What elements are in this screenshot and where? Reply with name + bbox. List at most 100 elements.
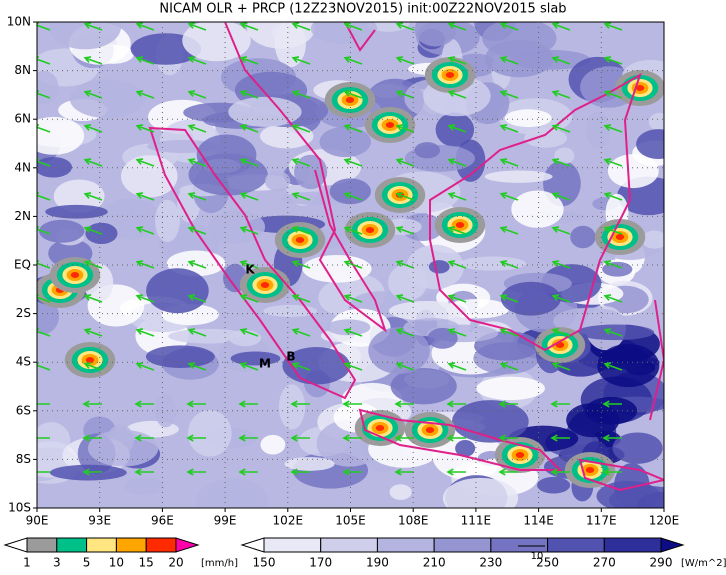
wind-arrow [604,295,623,303]
cloud [196,478,269,508]
wind-arrow-head [290,468,298,476]
wind-arrow-head [135,56,144,63]
wind-arrow-head [602,434,610,442]
wind-arrow-head [551,260,560,267]
cloud [326,319,371,336]
wind-arrow [448,227,467,235]
wind-arrow-head [37,434,38,442]
cloud [414,142,441,159]
colorbar-swatch [490,537,549,553]
colorbar-arrow [175,537,200,553]
wind-arrow [84,57,103,65]
cloud [504,109,552,128]
wind-arrow [396,363,415,371]
wind-arrow [396,159,415,167]
wind-arrow [604,227,623,235]
rain [70,272,80,278]
colorbar-label: 290 [650,556,673,570]
colorbar-swatch [56,537,88,553]
colorbar-label: 3 [53,556,61,570]
wind-arrow [84,261,103,269]
wind-arrow [344,193,363,201]
rain [455,222,465,228]
wind-arrow-head [498,434,506,442]
colorbar-swatch [86,537,117,553]
wind-arrow [292,125,311,133]
wind-arrow-head [291,294,300,301]
wind-arrow-head [603,124,612,131]
wind-arrow [552,23,571,31]
y-tick-label: 10S [8,501,31,515]
wind-arrow [292,329,311,337]
wind-arrow [448,193,467,201]
wind-arrow-head [550,468,558,476]
y-tick-label: EQ [14,258,31,272]
wind-arrow [448,363,467,371]
wind-arrow-head [395,226,404,233]
cloud [37,70,59,105]
wind-arrow-head [551,90,560,97]
wind-arrow [37,92,51,99]
wind-arrow-head [239,22,248,29]
wind-arrow [136,91,155,99]
cloud [278,384,306,430]
wind-arrow [396,227,415,235]
wind-arrow-head [37,468,38,476]
wind-arrow [552,57,571,65]
wind-arrow [500,125,519,133]
wind-arrow [344,295,363,303]
wind-arrow-head [187,22,196,29]
cloud [208,210,266,244]
wind-arrow-head [446,400,454,408]
wind-arrow-head [395,328,404,335]
cloud [602,261,633,277]
wind-arrow-head [83,294,92,301]
wind-arrow-head [239,260,248,267]
wind-arrow-head [603,362,612,369]
x-tick-label: 99E [214,514,237,528]
wind-arrow [604,329,623,337]
wind-arrow [604,363,623,371]
wind-arrow [448,91,467,99]
wind-arrow-head [135,192,144,199]
wind-arrow [292,363,311,371]
wind-arrow [292,295,311,303]
wind-arrow-head [603,328,612,335]
wind-arrow [37,330,51,337]
wind-arrow [344,57,363,65]
wind-arrow-head [603,90,612,97]
cloud [648,112,664,131]
place-label: M [259,357,271,371]
y-tick-label: 6S [16,403,31,417]
x-tick-label: 105E [335,514,366,528]
wind-arrow-head [343,294,352,301]
cloud [612,432,663,464]
wind-arrow [240,329,259,337]
wind-arrow [240,363,259,371]
wind-arrow [240,159,259,167]
wind-arrow [500,295,519,303]
wind-arrow-head [290,400,298,408]
wind-arrow-head [447,362,456,369]
wind-arrow [188,363,207,371]
cloud [442,477,519,508]
wind-arrow-head [135,158,144,165]
rain [425,427,435,433]
cloud [537,476,571,494]
wind-arrow-head [291,56,300,63]
cloud [188,153,268,196]
colorbar-arrow [3,537,28,553]
wind-arrow [448,159,467,167]
y-tick-label: 2S [16,306,31,320]
colorbar-swatch [603,537,662,553]
cloud [641,230,664,249]
wind-arrow-head [291,226,300,233]
colorbar-swatch [263,537,322,553]
cloud [187,410,232,457]
wind-arrow-head [343,158,352,165]
wind-arrow-head [187,192,196,199]
wind-arrow [344,227,363,235]
wind-arrow-head [551,22,560,29]
wind-arrow [500,363,519,371]
wind-arrow [500,329,519,337]
